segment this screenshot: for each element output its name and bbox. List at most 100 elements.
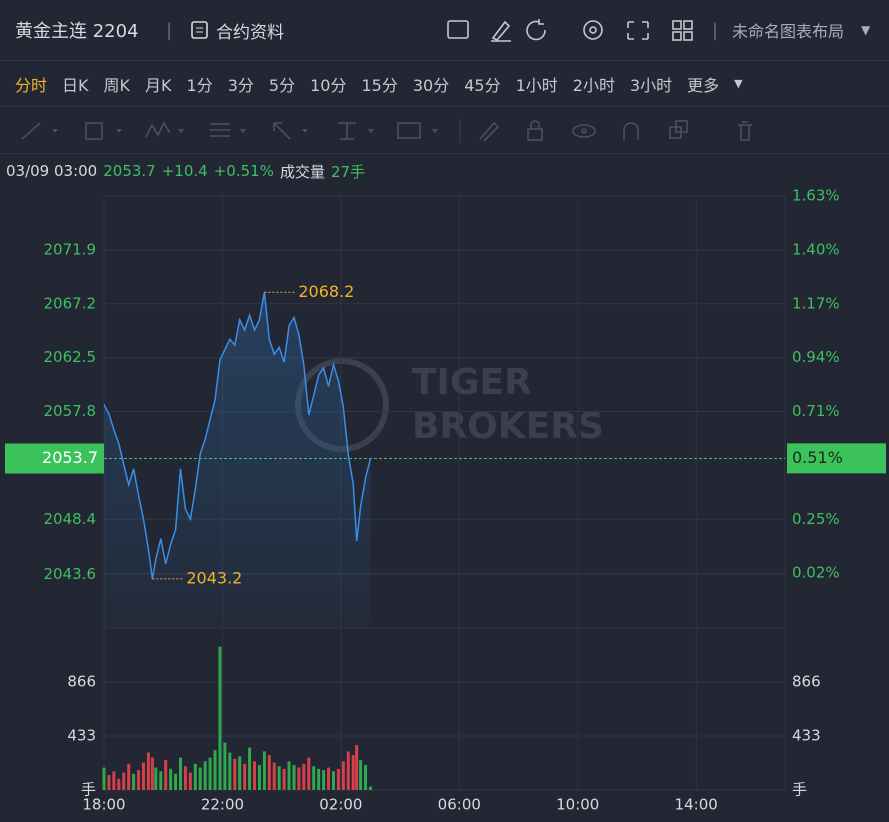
volume-bar xyxy=(112,771,116,790)
volume-tick-label: 866 xyxy=(67,673,96,691)
layout-icon[interactable] xyxy=(672,20,682,30)
period-tab[interactable]: 2小时 xyxy=(572,75,615,95)
watermark: TIGER xyxy=(412,362,532,403)
last-pct-badge xyxy=(787,443,886,474)
max-label: 2068.2 xyxy=(298,282,354,301)
period-tab[interactable]: 30分 xyxy=(412,75,450,95)
volume-bar xyxy=(336,768,340,790)
volume-bar xyxy=(233,758,237,790)
y2-tick-label: 0.02% xyxy=(792,564,840,582)
volume-tick-label: 866 xyxy=(792,673,821,691)
period-tab[interactable]: 3分 xyxy=(227,75,254,95)
volume-bar xyxy=(213,750,217,790)
volume-tick-label: 433 xyxy=(67,727,96,745)
volume-bar xyxy=(355,745,359,790)
x-tick-label: 06:00 xyxy=(438,796,481,814)
volume: 27手 xyxy=(330,162,366,181)
volume-bar xyxy=(341,761,345,790)
y2-tick-label: 0.94% xyxy=(792,348,840,366)
volume-bar xyxy=(253,761,257,790)
settings-icon[interactable] xyxy=(583,20,603,40)
x-tick-label: 02:00 xyxy=(319,796,362,814)
x-tick-label: 22:00 xyxy=(201,796,244,814)
volume-bar xyxy=(178,757,182,790)
period-tab[interactable]: 1分 xyxy=(186,75,213,95)
doc-icon[interactable] xyxy=(190,20,210,40)
volume-bar xyxy=(141,762,145,790)
volume-bar xyxy=(218,646,222,790)
volume-bar xyxy=(228,752,232,790)
volume-bar xyxy=(137,770,141,790)
volume-bar xyxy=(127,763,131,790)
volume-bar xyxy=(282,768,286,790)
fullscreen-icon[interactable] xyxy=(627,21,649,40)
volume-bar xyxy=(364,765,368,790)
change: +10.4 xyxy=(161,162,208,180)
volume-bar xyxy=(257,765,261,790)
volume-bar xyxy=(102,767,106,790)
chart-icon[interactable] xyxy=(447,20,469,39)
volume-bar xyxy=(307,757,311,790)
volume-bar xyxy=(287,761,291,790)
volume-bar xyxy=(297,767,301,790)
contract-info[interactable]: 合约资料 xyxy=(216,22,284,43)
period-tab[interactable]: 10分 xyxy=(310,75,347,95)
period-tab[interactable]: 日K xyxy=(62,75,89,95)
volume-bar xyxy=(154,767,158,790)
volume-bar xyxy=(164,760,168,790)
volume-tick-label: 433 xyxy=(792,727,821,745)
y-tick-label: 2067.2 xyxy=(44,294,97,312)
volume-bar xyxy=(174,773,178,790)
last-price-badge xyxy=(5,443,104,474)
volume-bar xyxy=(107,775,111,790)
volume-bar xyxy=(302,763,306,790)
period-tab[interactable]: 3小时 xyxy=(629,75,673,95)
volume-bar xyxy=(203,761,207,790)
more-arrow[interactable]: ▼ xyxy=(734,77,743,90)
volume-bar xyxy=(248,747,252,790)
volume-bar xyxy=(317,768,321,790)
volume-bar xyxy=(238,756,242,790)
y-tick-label: 2043.6 xyxy=(44,565,97,583)
volume-bar xyxy=(322,770,326,790)
x-tick-label: 10:00 xyxy=(556,796,599,814)
period-tab[interactable]: 15分 xyxy=(361,75,398,95)
volume-bar xyxy=(346,751,350,790)
volume-bar xyxy=(183,766,187,790)
volume-bar xyxy=(267,755,271,790)
layout-name[interactable]: 未命名图表布局 xyxy=(732,22,845,41)
period-tab[interactable]: 月K xyxy=(145,75,172,95)
volume-bar xyxy=(117,778,121,790)
price-line xyxy=(103,292,372,580)
period-tab[interactable]: 更多 xyxy=(687,75,720,95)
volume-bar xyxy=(272,762,276,790)
undo-icon[interactable] xyxy=(526,19,546,41)
info-line: 03/09 03:00 2053.7 +10.4 +0.51% 成交量 27手 xyxy=(0,158,889,184)
volume-bar xyxy=(146,752,150,790)
y2-tick-label: 1.40% xyxy=(792,240,840,258)
period-tab[interactable]: 周K xyxy=(103,75,131,95)
y2-tick-label: 0.25% xyxy=(792,510,840,528)
volume-bar xyxy=(208,757,212,790)
volume-bar xyxy=(331,771,335,790)
header: 黄金主连 2204 | 合约资料 | 未命名图表布局 ▼ xyxy=(0,0,889,60)
volume-bar xyxy=(312,766,316,790)
edit-icon[interactable] xyxy=(491,20,511,42)
last-pct-label: 0.51% xyxy=(792,448,843,467)
period-tab[interactable]: 5分 xyxy=(268,75,296,95)
y-tick-label: 2048.4 xyxy=(44,510,97,528)
period-tab[interactable]: 分时 xyxy=(15,75,48,95)
period-tab[interactable]: 45分 xyxy=(464,75,501,95)
y-tick-label: 2062.5 xyxy=(44,348,97,366)
volume-bar xyxy=(159,771,163,790)
dropdown-arrow[interactable]: ▼ xyxy=(861,23,871,37)
header-icons xyxy=(447,19,693,42)
volume-bar xyxy=(327,767,331,790)
volume-unit: 手 xyxy=(81,781,96,799)
divider: | xyxy=(712,19,719,41)
period-tab[interactable]: 1小时 xyxy=(515,75,558,95)
divider: | xyxy=(166,19,173,41)
y2-tick-label: 0.71% xyxy=(792,402,840,420)
volume-bar xyxy=(198,767,202,790)
